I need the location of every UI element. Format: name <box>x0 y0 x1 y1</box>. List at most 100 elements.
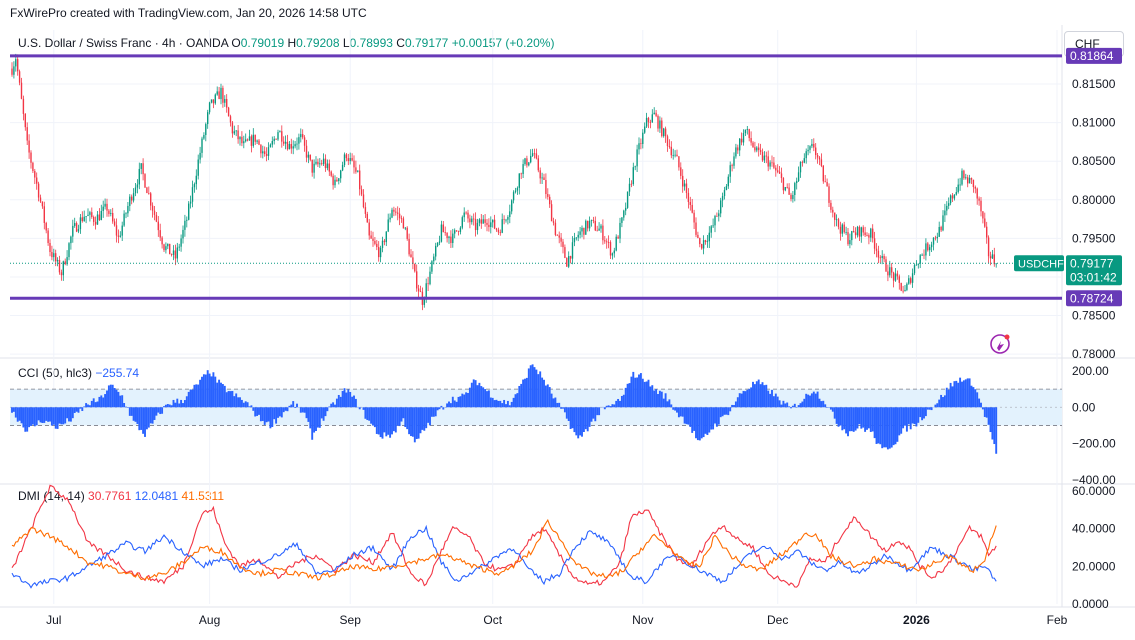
candle-body <box>716 215 718 217</box>
candle-body <box>908 278 910 284</box>
cci-bar <box>567 407 570 421</box>
cci-bar <box>465 392 468 408</box>
symbol-badge-bg <box>1014 255 1064 272</box>
cci-bar <box>987 407 990 425</box>
cci-bar <box>571 407 574 429</box>
cci-bar <box>546 384 549 408</box>
cci-bar <box>195 384 198 408</box>
cci-bar <box>510 401 513 408</box>
candle-body <box>796 181 798 184</box>
cci-bar <box>206 370 209 408</box>
cci-bar <box>731 404 734 408</box>
candle-body <box>693 212 695 223</box>
candle-body <box>809 146 811 150</box>
horizontal-levels[interactable] <box>10 54 1062 300</box>
cci-bar <box>320 407 323 419</box>
candle-body <box>587 220 589 229</box>
cci-bar <box>603 407 606 410</box>
cci-bar <box>463 394 466 408</box>
candle-body <box>849 240 851 245</box>
cci-bar <box>318 407 321 428</box>
candle-body <box>689 201 691 205</box>
cci-bar <box>715 407 718 427</box>
lower-level-badge-bg <box>1066 290 1122 307</box>
candle-body <box>858 226 861 237</box>
candle-body <box>957 184 959 193</box>
dmi-tick-label: 40.0000 <box>1072 522 1116 536</box>
candle-body <box>740 138 743 143</box>
candle-body <box>172 250 175 255</box>
candle-body <box>621 217 623 223</box>
candle-body <box>11 68 13 75</box>
cci-bar <box>50 407 53 426</box>
cci-bar <box>752 381 754 408</box>
candle-body <box>431 261 433 272</box>
cci-bar <box>252 407 255 411</box>
candle-body <box>516 187 519 191</box>
cci-bar <box>113 388 116 408</box>
cci-bar <box>708 407 711 433</box>
candle-body <box>484 219 486 223</box>
candle-body <box>670 146 672 156</box>
cci-bar <box>400 407 403 422</box>
candle-body <box>632 167 634 184</box>
cci-bar <box>370 407 373 424</box>
candle-body <box>803 158 805 163</box>
candle-body <box>376 243 378 248</box>
time-tick-label: Oct <box>483 613 502 627</box>
cci-bar <box>125 406 127 408</box>
cci-bar <box>43 407 46 423</box>
cci-bar <box>636 377 639 408</box>
candle-body <box>972 179 975 188</box>
cci-bar <box>924 407 927 417</box>
candle-body <box>815 147 817 156</box>
cci-bar <box>26 407 29 432</box>
candle-body <box>763 155 766 161</box>
candle-body <box>680 167 682 176</box>
candle-body <box>718 213 720 217</box>
cci-bar <box>185 396 188 408</box>
cci-bar <box>873 407 876 439</box>
cci-bar <box>83 406 86 408</box>
candle-body <box>96 214 99 225</box>
cci-bar <box>280 407 283 418</box>
candle-body <box>469 218 471 223</box>
candle-body <box>68 243 70 258</box>
cci-bar <box>677 407 680 418</box>
candle-body <box>397 212 399 214</box>
candle-body <box>290 144 292 149</box>
cci-bar <box>170 405 173 408</box>
cci-bar <box>879 407 882 445</box>
candle-body <box>53 253 55 258</box>
candle-body <box>617 236 619 239</box>
cci-bar <box>638 374 640 408</box>
cci-bar <box>92 398 95 408</box>
candle-body <box>896 273 899 277</box>
candle-body <box>805 151 807 159</box>
candle-body <box>379 247 382 258</box>
cci-bar <box>423 407 426 431</box>
candle-body <box>891 267 893 273</box>
cci-bar <box>619 400 621 408</box>
cci-bar <box>501 403 504 408</box>
candle-body <box>944 210 946 216</box>
cci-bar <box>679 407 682 417</box>
candle-body <box>473 218 475 220</box>
cci-bar <box>592 407 595 419</box>
cci-bar <box>278 407 281 417</box>
cci-bar <box>588 407 591 427</box>
candle-body <box>218 91 220 100</box>
candle-body <box>832 209 834 213</box>
cci-bar <box>434 407 437 417</box>
cci-bar <box>246 402 249 408</box>
candle-body <box>704 240 707 243</box>
candle-body <box>279 131 281 133</box>
cci-bar <box>949 382 952 408</box>
cci-bar <box>159 407 162 415</box>
candle-body <box>862 227 864 233</box>
cci-bar <box>734 401 737 408</box>
candle-body <box>448 236 450 239</box>
cci-bar <box>537 374 540 408</box>
cci-bar <box>801 401 804 408</box>
